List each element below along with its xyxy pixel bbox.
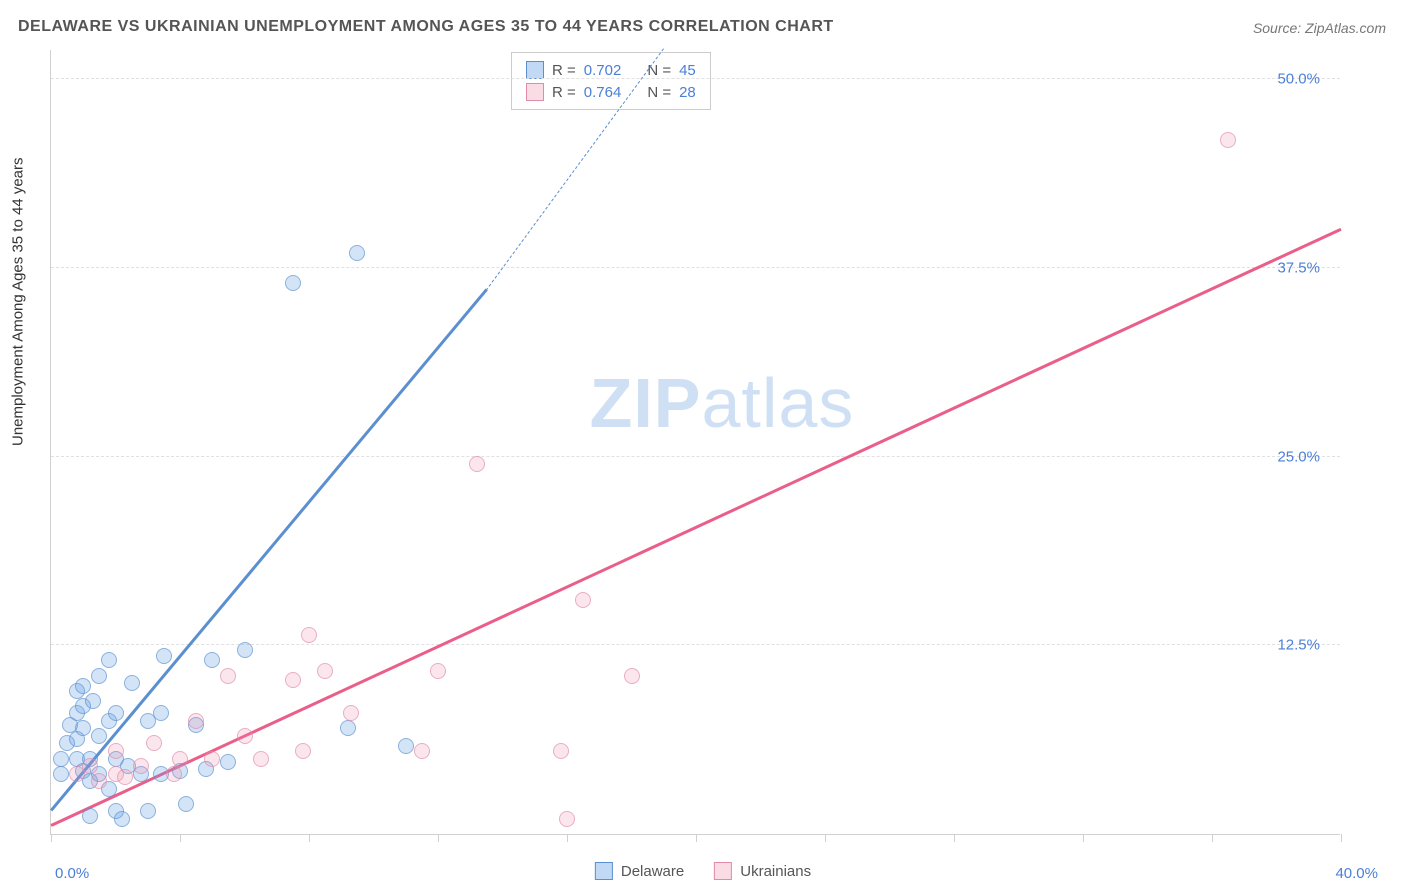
data-point <box>117 769 133 785</box>
data-point <box>204 652 220 668</box>
data-point <box>75 678 91 694</box>
x-tick <box>954 834 955 842</box>
data-point <box>82 758 98 774</box>
x-tick <box>51 834 52 842</box>
data-point <box>220 668 236 684</box>
data-point <box>414 743 430 759</box>
x-tick <box>1212 834 1213 842</box>
gridline <box>51 78 1340 79</box>
legend-ukrainians-label: Ukrainians <box>740 863 811 880</box>
delaware-r-value: 0.702 <box>584 62 622 79</box>
x-tick <box>567 834 568 842</box>
data-point <box>343 705 359 721</box>
chart-title: DELAWARE VS UKRAINIAN UNEMPLOYMENT AMONG… <box>18 18 834 36</box>
data-point <box>153 705 169 721</box>
data-point <box>156 648 172 664</box>
data-point <box>430 663 446 679</box>
data-point <box>253 751 269 767</box>
data-point <box>91 728 107 744</box>
legend-item-ukrainians: Ukrainians <box>714 862 811 880</box>
data-point <box>553 743 569 759</box>
x-axis-min-label: 0.0% <box>55 865 89 882</box>
ukrainians-r-value: 0.764 <box>584 84 622 101</box>
data-point <box>85 693 101 709</box>
data-point <box>82 808 98 824</box>
x-tick <box>825 834 826 842</box>
x-tick <box>1083 834 1084 842</box>
swatch-pink <box>526 83 544 101</box>
data-point <box>285 672 301 688</box>
data-point <box>146 735 162 751</box>
data-point <box>108 705 124 721</box>
y-tick-label: 37.5% <box>1277 259 1320 276</box>
data-point <box>91 773 107 789</box>
gridline <box>51 267 1340 268</box>
data-point <box>398 738 414 754</box>
y-axis-label: Unemployment Among Ages 35 to 44 years <box>10 157 27 446</box>
data-point <box>349 245 365 261</box>
swatch-blue <box>526 61 544 79</box>
correlation-legend: R = 0.702 N = 45 R = 0.764 N = 28 <box>511 52 711 110</box>
data-point <box>133 758 149 774</box>
data-point <box>91 668 107 684</box>
data-point <box>108 743 124 759</box>
x-tick <box>180 834 181 842</box>
source-attribution: Source: ZipAtlas.com <box>1253 20 1386 36</box>
r-label: R = <box>552 84 576 101</box>
data-point <box>220 754 236 770</box>
x-tick <box>438 834 439 842</box>
data-point <box>178 796 194 812</box>
watermark: ZIPatlas <box>590 363 855 443</box>
data-point <box>285 275 301 291</box>
data-point <box>114 811 130 827</box>
data-point <box>204 751 220 767</box>
data-point <box>1220 132 1236 148</box>
r-label: R = <box>552 62 576 79</box>
data-point <box>237 642 253 658</box>
ukrainians-n-value: 28 <box>679 84 696 101</box>
n-label: N = <box>647 84 671 101</box>
legend-item-delaware: Delaware <box>595 862 684 880</box>
swatch-blue-icon <box>595 862 613 880</box>
data-point <box>559 811 575 827</box>
data-point <box>166 766 182 782</box>
data-point <box>237 728 253 744</box>
data-point <box>101 652 117 668</box>
x-tick <box>1341 834 1342 842</box>
trend-line <box>50 288 487 810</box>
series-legend: Delaware Ukrainians <box>595 862 811 880</box>
swatch-pink-icon <box>714 862 732 880</box>
legend-row-ukrainians: R = 0.764 N = 28 <box>526 81 696 103</box>
data-point <box>53 751 69 767</box>
y-tick-label: 12.5% <box>1277 637 1320 654</box>
data-point <box>575 592 591 608</box>
data-point <box>124 675 140 691</box>
data-point <box>172 751 188 767</box>
data-point <box>140 803 156 819</box>
delaware-n-value: 45 <box>679 62 696 79</box>
gridline <box>51 456 1340 457</box>
watermark-zip: ZIP <box>590 364 702 442</box>
data-point <box>188 713 204 729</box>
data-point <box>295 743 311 759</box>
watermark-atlas: atlas <box>701 364 854 442</box>
plot-area: ZIPatlas R = 0.702 N = 45 R = 0.764 N = … <box>50 50 1340 835</box>
data-point <box>317 663 333 679</box>
data-point <box>340 720 356 736</box>
data-point <box>469 456 485 472</box>
x-tick <box>309 834 310 842</box>
y-tick-label: 50.0% <box>1277 71 1320 88</box>
x-axis-max-label: 40.0% <box>1335 865 1378 882</box>
data-point <box>53 766 69 782</box>
data-point <box>301 627 317 643</box>
data-point <box>75 720 91 736</box>
x-tick <box>696 834 697 842</box>
data-point <box>624 668 640 684</box>
legend-delaware-label: Delaware <box>621 863 684 880</box>
y-tick-label: 25.0% <box>1277 448 1320 465</box>
